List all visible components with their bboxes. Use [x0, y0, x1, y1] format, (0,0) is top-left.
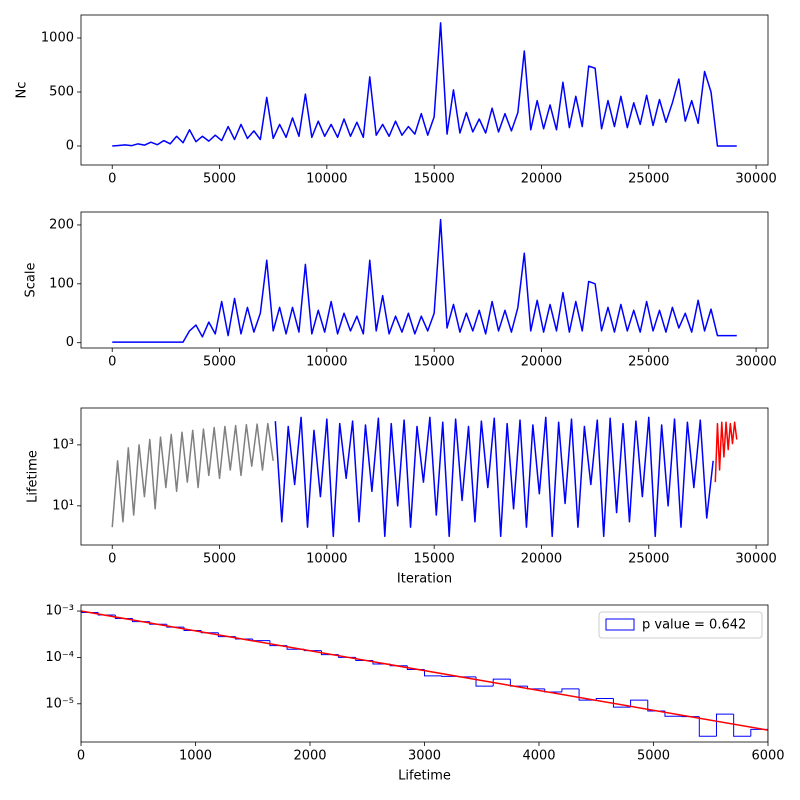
histogram-step: [492, 678, 511, 687]
histogram-step: [630, 699, 648, 708]
line-series: [112, 218, 737, 343]
x-tick-label: 0: [108, 552, 116, 567]
x-tick-label: 1000: [179, 749, 212, 764]
x-tick-label: 25000: [628, 172, 669, 187]
x-tick-label: 30000: [735, 172, 776, 187]
y-tick-label: 500: [49, 84, 74, 99]
x-tick-label: 3000: [408, 749, 441, 764]
x-tick-label: 5000: [203, 355, 236, 370]
y-axis-label: Scale: [24, 263, 39, 298]
histogram-step: [733, 714, 751, 737]
histogram-step: [424, 669, 442, 677]
x-tick-label: 10000: [306, 172, 347, 187]
y-axis-label: Nc: [15, 82, 30, 99]
x-tick-label: 5000: [203, 172, 236, 187]
axes-frame: [80, 211, 769, 349]
x-tick-label: 20000: [521, 355, 562, 370]
x-tick-label: 25000: [628, 552, 669, 567]
panel: 0 5000 10000 15000 20000 25000 30000 0 500 1000 Nc: [15, 14, 777, 187]
x-axis-label: Lifetime: [398, 769, 451, 784]
x-tick-label: 6000: [751, 749, 784, 764]
y-tick-label: 1000: [41, 31, 74, 46]
histogram-step: [715, 713, 734, 737]
histogram-step: [441, 675, 459, 677]
y-tick-label: 10⁻⁵: [45, 696, 74, 711]
x-tick-label: 0: [108, 172, 116, 187]
y-tick-label: 10³: [52, 437, 74, 452]
x-axis-label: Iteration: [397, 572, 452, 587]
axes-frame: [80, 14, 769, 166]
plot-area: [112, 218, 737, 343]
x-tick-label: 5000: [203, 552, 236, 567]
x-tick-label: 15000: [413, 172, 454, 187]
x-tick-label: 2000: [293, 749, 326, 764]
x-tick-label: 30000: [735, 355, 776, 370]
y-tick-label: 0: [66, 335, 74, 350]
line-series: [111, 422, 274, 528]
axes-frame: [80, 604, 769, 743]
x-tick-label: 30000: [735, 552, 776, 567]
x-tick-label: 20000: [521, 172, 562, 187]
y-tick-label: 10⁻⁴: [45, 650, 74, 665]
plot-area: [81, 610, 768, 742]
legend-label: p value = 0.642: [642, 618, 746, 633]
panel: 0 1000 2000 3000 4000 5000 6000 10⁻³ 10⁻⁴ 10⁻⁵ Lif…: [45, 604, 784, 784]
panel: 0 5000 10000 15000 20000 25000 30000 10¹ 10³ Life…: [26, 407, 777, 587]
x-tick-label: 25000: [628, 355, 669, 370]
y-axis-label: Lifetime: [26, 450, 41, 503]
y-tick-label: 100: [49, 276, 74, 291]
panel: 0 5000 10000 15000 20000 25000 30000 0 100 200 Sca…: [24, 211, 777, 370]
line-series: [274, 416, 714, 538]
y-tick-label: 0: [66, 138, 74, 153]
legend-swatch: [605, 618, 635, 631]
line-series: [112, 22, 737, 147]
histogram-step: [698, 716, 717, 737]
x-tick-label: 10000: [306, 552, 347, 567]
plot-area: [111, 416, 738, 538]
x-tick-label: 4000: [522, 749, 555, 764]
x-tick-label: 15000: [413, 552, 454, 567]
fit-line: [81, 610, 768, 731]
y-tick-label: 10¹: [52, 498, 74, 513]
histogram-step: [595, 698, 614, 701]
y-tick-label: 200: [49, 217, 74, 232]
x-tick-label: 20000: [521, 552, 562, 567]
axes-frame: [80, 407, 769, 546]
x-tick-label: 0: [77, 749, 85, 764]
x-tick-label: 10000: [306, 355, 347, 370]
plot-area: [112, 22, 737, 147]
x-tick-label: 5000: [637, 749, 670, 764]
x-tick-label: 15000: [413, 355, 454, 370]
legend: p value = 0.642: [598, 611, 763, 639]
histogram-step: [561, 688, 580, 692]
x-tick-label: 0: [108, 355, 116, 370]
legend-box: [598, 611, 763, 639]
line-series: [714, 421, 738, 483]
y-tick-label: 10⁻³: [45, 604, 74, 619]
histogram-step: [612, 698, 631, 708]
